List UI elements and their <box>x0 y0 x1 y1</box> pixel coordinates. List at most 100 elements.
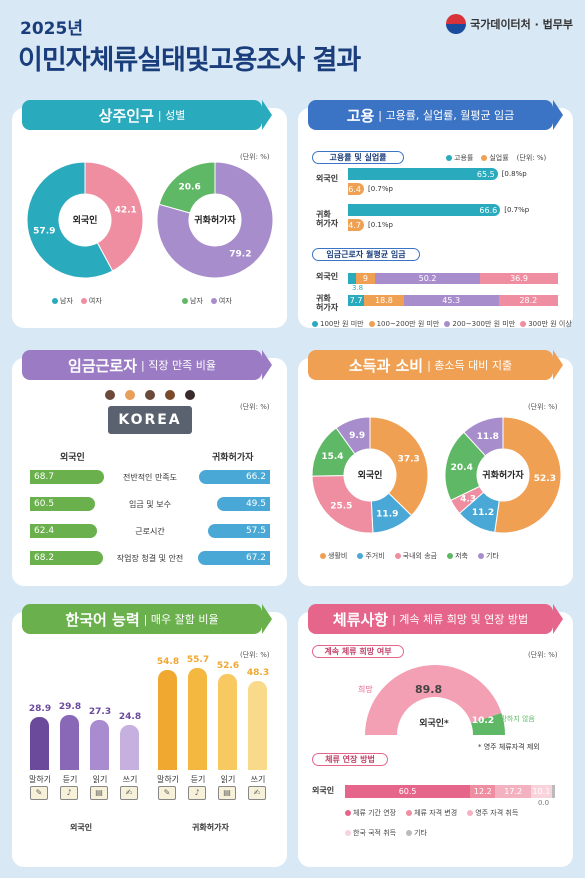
pop-foreign-center <box>61 196 109 244</box>
wage-seg-0-3: 36.9 <box>480 273 558 284</box>
income-legend-item-3: 저축 <box>447 551 468 561</box>
korean-foreign-bar-1 <box>60 715 79 770</box>
sat-foreign-bar-1: 60.5 <box>30 497 95 511</box>
korean-foreign-cat-3: 쓰기 <box>122 775 138 784</box>
pop-natural-value-0: 79.2 <box>229 249 251 259</box>
employment-title: 고용 <box>346 106 375 125</box>
korea-banner-text: KOREA <box>118 412 182 428</box>
extension-stack: 60.5 12.2 17.2 10.1 <box>345 785 555 798</box>
korean-naturalized-bar-1 <box>188 667 207 770</box>
sat-foreign-bar-3: 68.2 <box>30 551 104 565</box>
stay-pill-1: 계속 체류 희망 여부 <box>312 645 404 658</box>
inc-natural-label: 귀화허가자 <box>482 469 524 481</box>
emp-row-label-0: 외국인 <box>316 174 339 183</box>
pop-natural-value-1: 20.6 <box>179 183 201 193</box>
korean-naturalized-bar-2 <box>218 673 237 770</box>
sat-foreign-bar-0: 68.7 <box>30 470 104 484</box>
korean-naturalized-value-1: 55.7 <box>186 654 210 665</box>
population-legend-2: 남자 여자 <box>182 296 232 306</box>
sat-natural-bar-0: 66.2 <box>199 470 270 484</box>
no-hope-value: 10.2 <box>472 716 494 726</box>
header: 2025년 이민자체류실태및고용조사 결과 국가데이터처 · 법무부 <box>0 0 585 96</box>
income-legend-item-1: 주거비 <box>357 551 385 561</box>
wage-worker-title: 임금근로자 <box>68 356 138 375</box>
korean-foreign-bar-2 <box>90 719 109 770</box>
pop-foreign-slice-1 <box>26 161 114 279</box>
pop-foreign-label: 외국인 <box>73 214 98 226</box>
population-legend-1: 남자 여자 <box>52 296 102 306</box>
legend-male: 남자 <box>52 296 73 306</box>
population-sub: | 성별 <box>157 109 186 122</box>
inc-natural-value-4: 11.8 <box>477 432 499 442</box>
stay-gauge: 89.8 10.2 <box>365 665 505 735</box>
unit-label: (단위: %) <box>240 153 270 161</box>
korean-foreign-value-3: 24.8 <box>118 711 142 722</box>
employment-pill-2: 임금근로자 월평균 임금 <box>312 248 420 261</box>
no-hope-label: 희망하지 않음 <box>494 715 535 723</box>
unit-label-2: (단위: %) <box>516 154 547 162</box>
listening-icon: ♪ <box>60 786 78 800</box>
korean-sub: | 매우 잘함 비율 <box>143 613 219 626</box>
income-tab: 소득과 소비 | 총소득 대비 지출 <box>308 350 563 380</box>
sat-category-3: 작업장 청결 및 안전 <box>116 554 184 563</box>
people-illustration <box>100 390 200 406</box>
population-tab: 상주인구 | 성별 <box>22 100 272 130</box>
unit-label-6: (단위: %) <box>528 651 558 659</box>
korean-naturalized-cat-1: 듣기 <box>190 775 206 784</box>
inc-natural-value-0: 52.3 <box>534 474 556 484</box>
stay-legend-item-1: 체류 자격 변경 <box>406 808 457 818</box>
inc-natural-center <box>479 451 527 499</box>
no-hope-arc <box>471 712 505 735</box>
korean-naturalized-value-2: 52.6 <box>216 660 240 671</box>
writing-icon: ✍ <box>248 786 266 800</box>
pop-foreign-slice-0 <box>84 161 144 272</box>
stay-legend-item-4: 기타 <box>406 828 427 838</box>
wage-seg-1-0: 7.7 <box>348 295 365 306</box>
pop-natural-center <box>191 196 239 244</box>
page-title: 이민자체류실태및고용조사 결과 <box>18 45 361 76</box>
income-legend-item-0: 생활비 <box>320 551 347 561</box>
wage-row-label-0: 외국인 <box>316 272 339 281</box>
stay-row-label: 외국인 <box>312 786 335 795</box>
inc-foreign-value-2: 25.5 <box>330 502 352 512</box>
employment-legend: 고용률 실업률 (단위: %) <box>446 153 546 163</box>
pop-foreign-value-1: 57.9 <box>33 226 55 236</box>
unit-label-3: (단위: %) <box>240 403 270 411</box>
speech-icon: ✎ <box>30 786 48 800</box>
inc-foreign-center <box>346 451 394 499</box>
hope-arc <box>365 665 502 735</box>
unit-label-4: (단위: %) <box>528 403 558 411</box>
emp-rate-note-1: [0.7%p <box>504 206 530 214</box>
stay-legend-item-2: 영주 자격 취득 <box>467 808 518 818</box>
korea-banner: KOREA <box>108 406 192 434</box>
extension-seg-1: 12.2 <box>470 785 496 798</box>
korean-foreign-cat-0: 말하기 <box>28 775 52 784</box>
korean-naturalized-value-0: 54.8 <box>156 656 180 667</box>
korean-tab: 한국어 능력 | 매우 잘함 비율 <box>22 604 272 634</box>
stay-legend-item-0: 체류 기간 연장 <box>345 808 396 818</box>
emp-row-label-1: 귀화 허가자 <box>316 210 339 228</box>
sat-category-0: 전반적인 만족도 <box>122 473 178 482</box>
unit-label-5: (단위: %) <box>240 651 270 659</box>
emp-rate-bar-1: 66.6 <box>348 204 501 216</box>
stay-pill-2: 체류 연장 방법 <box>312 753 388 766</box>
wage-worker-sub: | 직장 만족 비율 <box>141 359 216 372</box>
stay-tab: 체류사항 | 계속 체류 희망 및 연장 방법 <box>308 604 563 634</box>
korean-foreign-value-2: 27.3 <box>88 706 112 717</box>
inc-foreign-slice-0 <box>369 416 429 517</box>
wage-seg-1-2: 45.3 <box>403 295 499 306</box>
wage-seg-0-1: 9 <box>355 273 375 284</box>
inc-natural-slice-0 <box>494 416 562 534</box>
wage-seg-0-2: 50.2 <box>374 273 481 284</box>
org-name: 국가데이터처 · 법무부 <box>470 18 573 31</box>
wage-stack-0: 9 50.2 36.9 <box>348 273 558 284</box>
extension-seg-0: 60.5 <box>345 785 471 798</box>
listening-icon: ♪ <box>188 786 206 800</box>
emp-rate-bar-0: 65.5 <box>348 168 498 180</box>
writing-icon: ✍ <box>120 786 138 800</box>
stay-legend-item-3: 한국 국적 취득 <box>345 828 396 838</box>
hope-value: 89.8 <box>415 683 442 696</box>
korean-naturalized-value-3: 48.3 <box>246 668 270 679</box>
report-year: 2025년 <box>20 19 83 39</box>
pop-foreign-value-0: 42.1 <box>115 206 137 216</box>
